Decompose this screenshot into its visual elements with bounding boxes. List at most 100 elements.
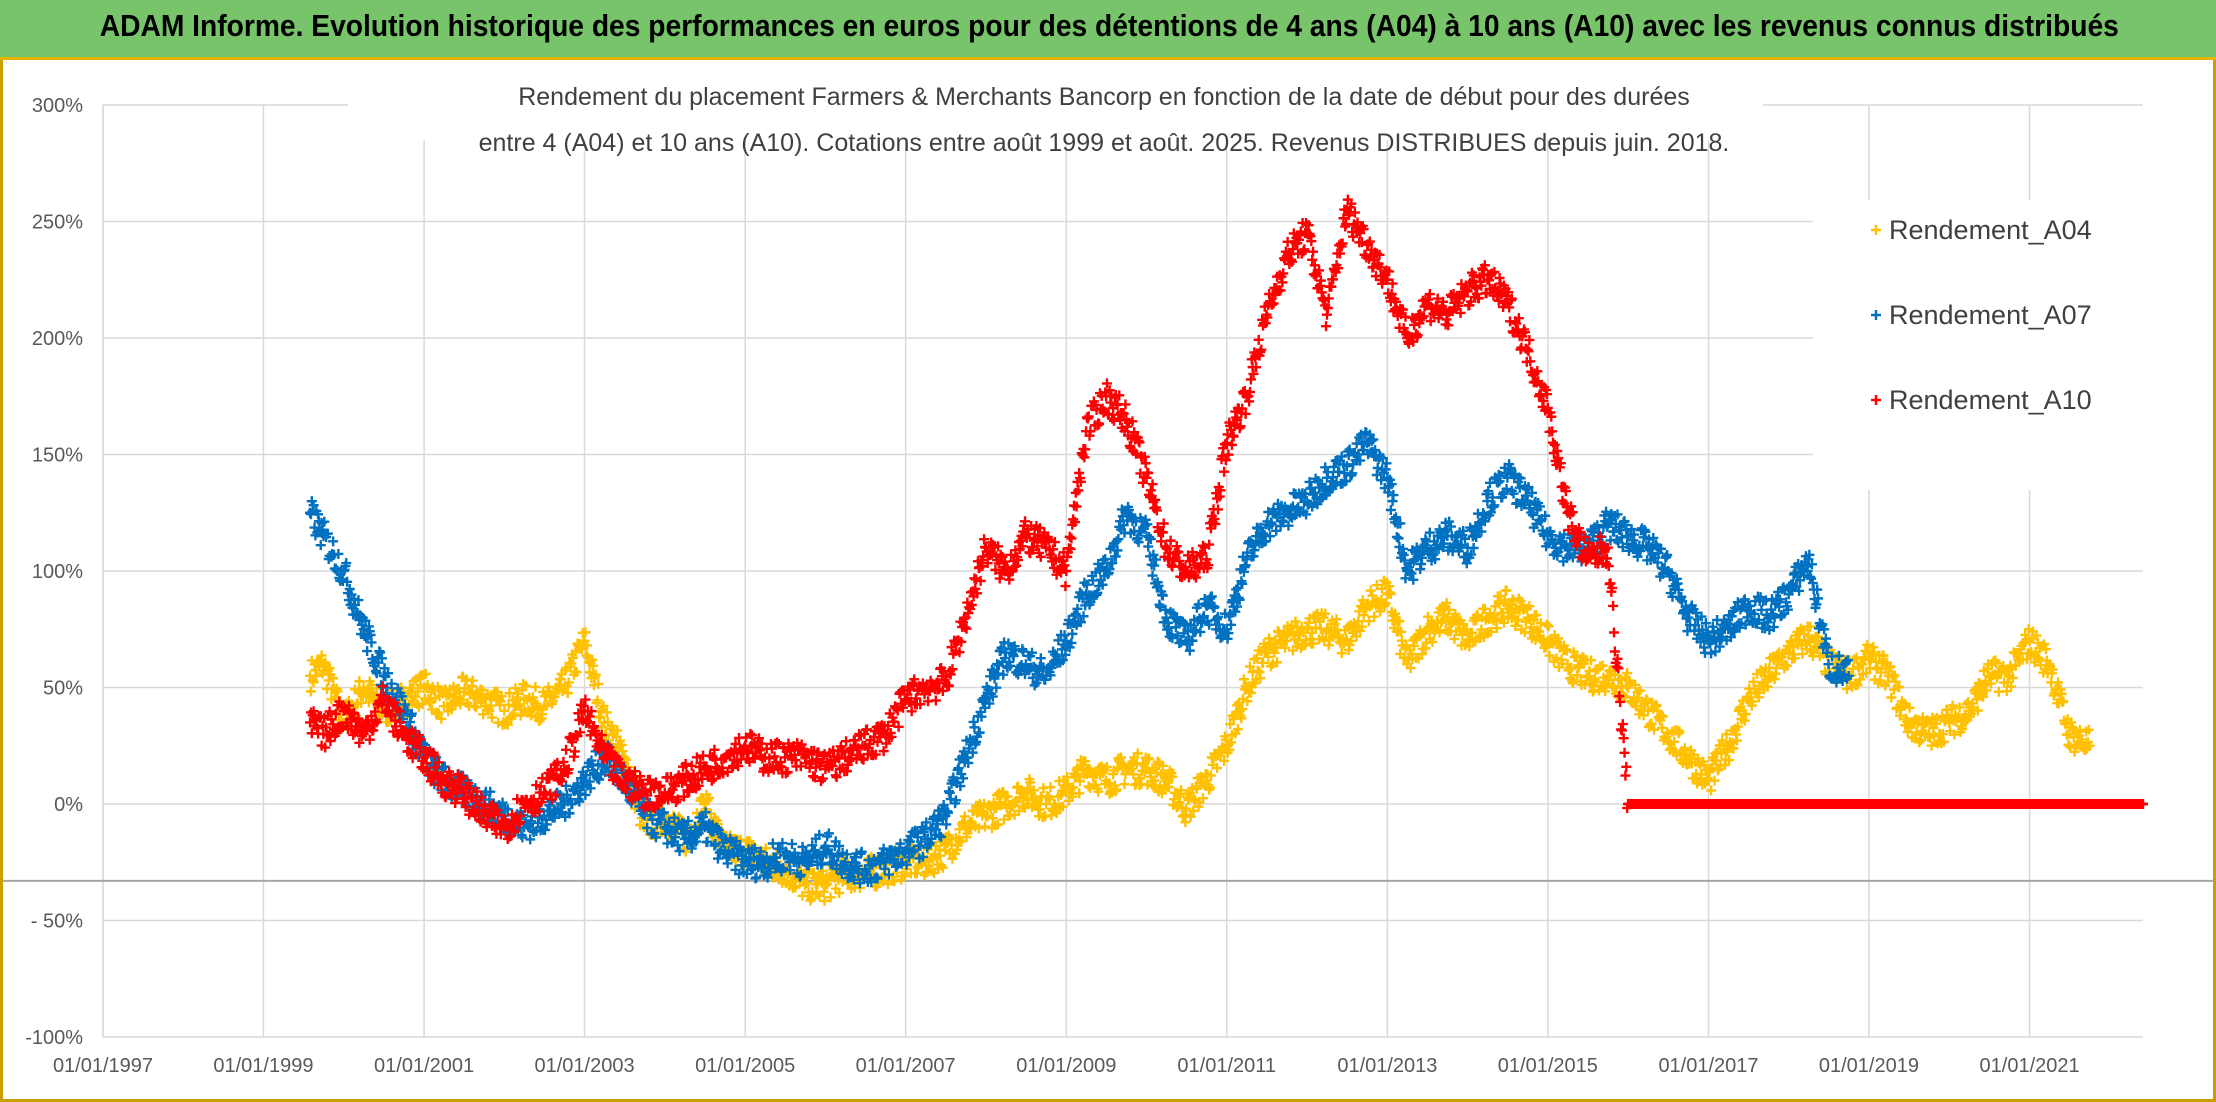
data-point bbox=[1144, 753, 1155, 764]
data-point bbox=[410, 691, 421, 702]
data-point bbox=[305, 686, 316, 697]
data-point bbox=[590, 669, 601, 680]
data-point bbox=[1120, 399, 1131, 410]
x-tick-label: 01/01/2011 bbox=[1177, 1055, 1276, 1077]
data-point bbox=[514, 699, 525, 710]
x-tick-label: 01/01/2001 bbox=[374, 1055, 474, 1077]
y-tick-label: 300% bbox=[32, 95, 83, 117]
data-point bbox=[1132, 748, 1143, 759]
data-point bbox=[1541, 619, 1552, 630]
data-point bbox=[530, 681, 541, 692]
data-point bbox=[1391, 531, 1402, 542]
data-point bbox=[1018, 801, 1029, 812]
y-tick-label: 50% bbox=[43, 678, 83, 700]
data-point bbox=[520, 680, 531, 691]
data-point bbox=[787, 838, 798, 849]
x-tick-label: 01/01/2009 bbox=[1016, 1055, 1116, 1077]
data-point bbox=[417, 699, 428, 710]
data-point bbox=[328, 673, 339, 684]
data-point bbox=[979, 821, 990, 832]
data-point bbox=[1706, 785, 1717, 796]
data-point bbox=[420, 668, 431, 679]
data-point bbox=[487, 712, 498, 723]
data-point bbox=[767, 838, 778, 849]
data-point bbox=[982, 811, 993, 822]
y-tick-label: - 50% bbox=[31, 911, 83, 933]
data-point bbox=[956, 835, 967, 846]
data-point bbox=[1180, 817, 1191, 828]
data-point bbox=[569, 746, 580, 757]
data-point bbox=[1111, 784, 1122, 795]
data-point bbox=[937, 862, 948, 873]
data-point bbox=[311, 670, 322, 681]
data-point bbox=[1147, 479, 1158, 490]
data-point bbox=[704, 793, 715, 804]
y-tick-label: -100% bbox=[25, 1027, 83, 1049]
data-point bbox=[535, 702, 546, 713]
data-point bbox=[537, 709, 548, 720]
data-point bbox=[499, 705, 510, 716]
data-point bbox=[1226, 439, 1237, 450]
data-point bbox=[1035, 653, 1046, 664]
data-point bbox=[825, 892, 836, 903]
data-point bbox=[332, 686, 343, 697]
data-point bbox=[962, 828, 973, 839]
x-tick-label: 01/01/2007 bbox=[856, 1055, 956, 1077]
data-point bbox=[1101, 761, 1112, 772]
data-point bbox=[1163, 782, 1174, 793]
y-axis: 300%250%200%150%100%50%0%- 50%-100% bbox=[25, 95, 83, 1049]
data-point bbox=[580, 627, 591, 638]
data-point bbox=[1167, 771, 1178, 782]
data-point bbox=[461, 674, 472, 685]
data-point bbox=[496, 691, 507, 702]
banner-title: ADAM Informe. Evolution historique des p… bbox=[99, 8, 2119, 43]
data-point bbox=[1253, 334, 1264, 345]
data-point bbox=[959, 811, 970, 822]
chart-area: 300% 250% 200% 150% 100% 50% 0% - 50% -100% 01/0… bbox=[0, 60, 2216, 1102]
data-point bbox=[484, 705, 495, 716]
data-point bbox=[1068, 782, 1079, 793]
x-tick-label: 01/01/2017 bbox=[1658, 1055, 1758, 1077]
data-point bbox=[991, 682, 1002, 693]
data-point bbox=[1393, 533, 1404, 544]
data-point bbox=[899, 870, 910, 881]
data-point bbox=[1028, 785, 1039, 796]
y-tick-label: 100% bbox=[32, 561, 83, 583]
x-tick-label: 01/01/2019 bbox=[1819, 1055, 1919, 1077]
x-tick-label: 01/01/2015 bbox=[1498, 1055, 1598, 1077]
data-point bbox=[772, 737, 783, 748]
data-point bbox=[593, 678, 604, 689]
data-point bbox=[471, 702, 482, 713]
data-point bbox=[782, 767, 793, 778]
x-axis: 01/01/1997 01/01/1999 01/01/2001 01/01/2003… bbox=[53, 1055, 2080, 1077]
data-point bbox=[1067, 628, 1078, 639]
data-point bbox=[973, 823, 984, 834]
data-point bbox=[1157, 788, 1167, 799]
data-point bbox=[592, 695, 603, 706]
data-point bbox=[1149, 775, 1160, 786]
data-point bbox=[456, 695, 467, 706]
data-point bbox=[1060, 581, 1071, 592]
data-point bbox=[467, 675, 478, 686]
data-point bbox=[1347, 468, 1358, 479]
data-point bbox=[406, 683, 417, 694]
data-point bbox=[1057, 801, 1068, 812]
data-point bbox=[1066, 533, 1077, 544]
y-tick-label: 0% bbox=[54, 794, 83, 816]
data-point bbox=[930, 695, 941, 706]
data-point bbox=[801, 877, 812, 888]
data-point bbox=[362, 646, 373, 657]
data-point bbox=[1045, 782, 1056, 793]
data-point bbox=[598, 700, 609, 711]
data-point bbox=[308, 677, 319, 688]
data-point bbox=[1083, 411, 1094, 422]
data-point bbox=[576, 643, 587, 654]
data-point bbox=[1501, 585, 1512, 596]
data-point bbox=[987, 813, 998, 824]
data-point bbox=[563, 677, 574, 688]
data-point bbox=[818, 886, 829, 897]
data-point bbox=[1067, 791, 1078, 802]
data-point bbox=[436, 713, 447, 724]
data-point bbox=[617, 746, 628, 757]
